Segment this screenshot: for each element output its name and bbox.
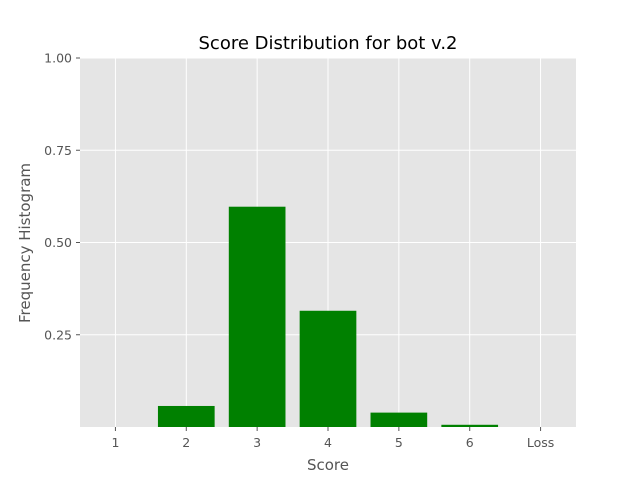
ticks: 1 2 3 4 5 6 Loss 0.25 0.50 0.75 1.00	[44, 51, 554, 451]
x-tick-label: 5	[395, 435, 403, 450]
bar-4	[299, 310, 357, 427]
bar-5	[370, 412, 428, 427]
y-tick-label: 0.50	[44, 235, 72, 250]
chart-title: Score Distribution for bot v.2	[199, 33, 458, 54]
x-axis-label: Score	[307, 456, 349, 474]
x-tick-label: 2	[182, 435, 190, 450]
bar-2	[157, 405, 215, 427]
x-tick-label: 3	[253, 435, 261, 450]
y-tick-label: 1.00	[44, 51, 72, 66]
y-axis-label: Frequency Histogram	[16, 163, 34, 323]
x-tick-label: 4	[324, 435, 332, 450]
bars	[157, 206, 499, 427]
x-tick-label: 6	[466, 435, 474, 450]
bar-6	[441, 424, 499, 427]
x-tick-label: 1	[111, 435, 119, 450]
y-tick-label: 0.25	[44, 327, 72, 342]
y-tick-label: 0.75	[44, 143, 72, 158]
bar-3	[228, 206, 286, 427]
x-tick-label: Loss	[527, 435, 554, 450]
